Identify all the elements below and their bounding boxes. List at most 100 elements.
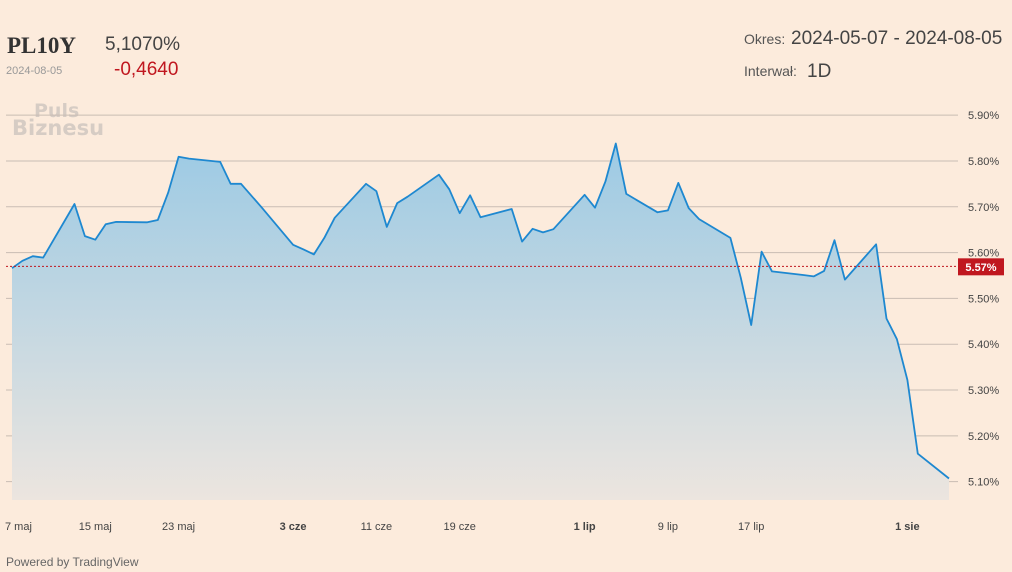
x-tick-label: 3 cze bbox=[280, 521, 307, 533]
data-point[interactable] bbox=[101, 219, 111, 229]
series-line bbox=[11, 142, 950, 480]
data-point[interactable] bbox=[476, 212, 486, 222]
reference-label: 5.57% bbox=[965, 262, 996, 274]
data-point[interactable] bbox=[80, 231, 90, 241]
x-tick-label: 7 maj bbox=[5, 521, 32, 533]
data-point[interactable] bbox=[434, 170, 444, 180]
data-point[interactable] bbox=[694, 214, 704, 224]
x-tick-label: 23 maj bbox=[162, 521, 195, 533]
data-point[interactable] bbox=[371, 186, 381, 196]
data-point[interactable] bbox=[28, 251, 38, 261]
data-point[interactable] bbox=[507, 204, 517, 214]
y-tick-label: 5.40% bbox=[968, 339, 999, 351]
interval-value[interactable]: 1D bbox=[807, 61, 832, 82]
data-point[interactable] bbox=[517, 237, 527, 247]
data-point[interactable] bbox=[829, 235, 839, 245]
y-tick-label: 5.90% bbox=[968, 110, 999, 122]
data-point[interactable] bbox=[580, 190, 590, 200]
data-point[interactable] bbox=[7, 263, 17, 273]
data-point[interactable] bbox=[684, 203, 694, 213]
data-point[interactable] bbox=[299, 244, 309, 254]
x-axis: 7 maj 15 maj 23 maj 3 cze 11 cze 19 cze 1 lip 9… bbox=[5, 521, 920, 533]
data-point[interactable] bbox=[757, 247, 767, 257]
data-point[interactable] bbox=[465, 190, 475, 200]
data-point[interactable] bbox=[111, 217, 121, 227]
data-point[interactable] bbox=[882, 314, 892, 324]
x-tick-label: 11 cze bbox=[361, 521, 393, 533]
interval-label: Interwał: bbox=[744, 63, 797, 79]
data-point[interactable] bbox=[944, 473, 954, 483]
logo-line-1: Puls bbox=[34, 100, 80, 122]
data-point[interactable] bbox=[767, 266, 777, 276]
y-tick-label: 5.50% bbox=[968, 293, 999, 305]
data-point[interactable] bbox=[673, 178, 683, 188]
data-point[interactable] bbox=[309, 249, 319, 259]
data-point[interactable] bbox=[184, 154, 194, 164]
data-point[interactable] bbox=[538, 227, 548, 237]
y-tick-label: 5.70% bbox=[968, 202, 999, 214]
x-tick-label: 1 sie bbox=[895, 521, 919, 533]
data-point[interactable] bbox=[361, 179, 371, 189]
current-price: 5,1070% bbox=[105, 34, 181, 55]
logo-line-2: Biznesu bbox=[12, 116, 105, 140]
y-tick-label: 5.20% bbox=[968, 431, 999, 443]
data-point[interactable] bbox=[330, 213, 340, 223]
data-point[interactable] bbox=[69, 199, 79, 209]
data-point[interactable] bbox=[746, 320, 756, 330]
instrument-symbol: PL10Y bbox=[7, 33, 76, 58]
data-point[interactable] bbox=[548, 224, 558, 234]
price-change: -0,4640 bbox=[114, 59, 179, 80]
y-tick-label: 5.80% bbox=[968, 156, 999, 168]
data-point[interactable] bbox=[736, 273, 746, 283]
x-tick-label: 9 lip bbox=[658, 521, 678, 533]
data-point[interactable] bbox=[798, 270, 808, 280]
y-tick-label: 5.60% bbox=[968, 248, 999, 260]
data-point[interactable] bbox=[17, 256, 27, 266]
quote-date: 2024-08-05 bbox=[6, 65, 63, 77]
data-point[interactable] bbox=[663, 205, 673, 215]
period-label: Okres: bbox=[744, 31, 786, 47]
x-tick-label: 19 cze bbox=[443, 521, 475, 533]
x-tick-label: 1 lip bbox=[574, 521, 596, 533]
data-point[interactable] bbox=[621, 189, 631, 199]
data-point[interactable] bbox=[528, 224, 538, 234]
data-point[interactable] bbox=[174, 152, 184, 162]
data-point[interactable] bbox=[840, 275, 850, 285]
area-layer bbox=[7, 139, 954, 500]
data-point[interactable] bbox=[153, 215, 163, 225]
data-point[interactable] bbox=[455, 208, 465, 218]
y-tick-label: 5.10% bbox=[968, 477, 999, 489]
data-point[interactable] bbox=[871, 239, 881, 249]
data-point[interactable] bbox=[163, 188, 173, 198]
data-point[interactable] bbox=[590, 203, 600, 213]
data-point[interactable] bbox=[288, 240, 298, 250]
data-point[interactable] bbox=[913, 449, 923, 459]
data-point[interactable] bbox=[90, 235, 100, 245]
data-point[interactable] bbox=[652, 207, 662, 217]
powered-by-link[interactable]: Powered by TradingView bbox=[6, 555, 139, 569]
data-point[interactable] bbox=[215, 157, 225, 167]
y-axis: 5.90% 5.80% 5.70% 5.60% 5.50% 5.40% 5.30% 5.20%… bbox=[968, 110, 999, 489]
data-point[interactable] bbox=[611, 139, 621, 149]
data-point[interactable] bbox=[892, 334, 902, 344]
x-tick-label: 17 lip bbox=[738, 521, 764, 533]
data-point[interactable] bbox=[392, 198, 402, 208]
data-point[interactable] bbox=[819, 266, 829, 276]
data-point[interactable] bbox=[142, 217, 152, 227]
reference-layer: 5.57% bbox=[6, 258, 1004, 276]
data-point[interactable] bbox=[236, 179, 246, 189]
reference-badge bbox=[958, 258, 1004, 276]
data-point[interactable] bbox=[725, 233, 735, 243]
data-point[interactable] bbox=[809, 271, 819, 281]
data-point[interactable] bbox=[382, 222, 392, 232]
data-point[interactable] bbox=[226, 179, 236, 189]
data-point[interactable] bbox=[600, 177, 610, 187]
data-point[interactable] bbox=[444, 184, 454, 194]
period-value[interactable]: 2024-05-07 - 2024-08-05 bbox=[791, 28, 1003, 49]
data-point[interactable] bbox=[902, 375, 912, 385]
data-point[interactable] bbox=[38, 253, 48, 263]
data-point[interactable] bbox=[319, 233, 329, 243]
data-point[interactable] bbox=[403, 192, 413, 202]
data-point[interactable] bbox=[257, 203, 267, 213]
